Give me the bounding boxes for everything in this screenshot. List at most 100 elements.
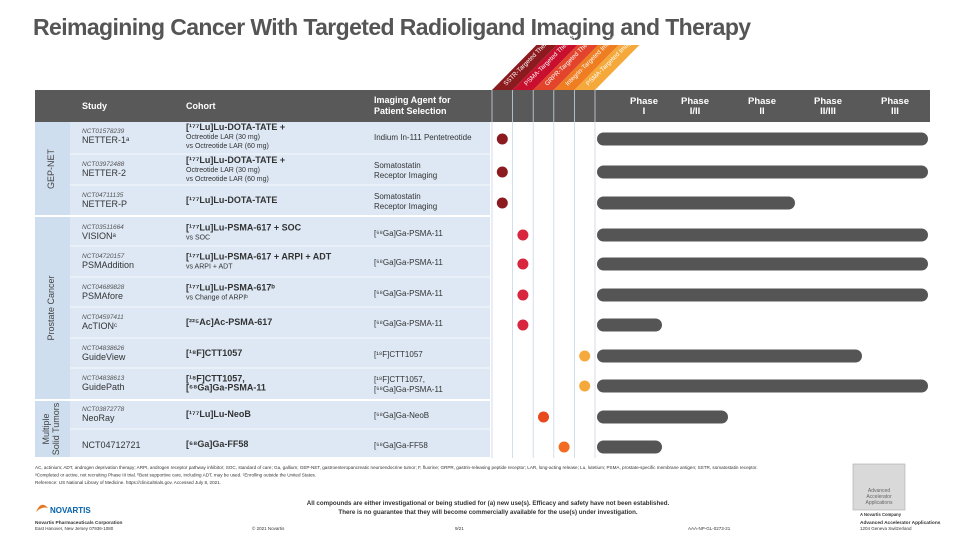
title: Reimagining Cancer With Targeted Radioli… xyxy=(33,14,751,40)
doc-code: AAA-NP-GL-0273-21 xyxy=(688,526,731,531)
nct-id: NCT04597411 xyxy=(82,314,124,321)
imaging-agent: [⁶⁸Ga]Ga-PSMA-11 xyxy=(374,385,443,394)
group-label: Prostate Cancer xyxy=(46,275,56,340)
phase-label: I xyxy=(643,106,646,117)
phase-bar xyxy=(597,165,928,179)
copyright: © 2021 Novartis xyxy=(252,525,285,531)
header-line: Patient Selection xyxy=(374,106,447,116)
column-header: Study xyxy=(82,101,107,111)
partner-logo-text: Accelerator xyxy=(866,494,892,500)
study-name: NeoRay xyxy=(82,413,115,423)
target-dot xyxy=(496,197,508,209)
phase-label: I/II xyxy=(690,106,701,117)
target-dot xyxy=(517,319,529,331)
study-name: PSMAfore xyxy=(82,291,123,301)
imaging-agent: [¹⁸F]CTT1057, xyxy=(374,375,425,384)
cohort: [¹⁷⁷Lu]Lu-PSMA-617ᵇ xyxy=(186,283,275,293)
study-name: GuideView xyxy=(82,352,126,362)
imaging-agent: [⁶⁸Ga]Ga-PSMA-11 xyxy=(374,289,443,298)
cohort: vs Change of ARPIᵇ xyxy=(186,295,248,302)
cohort: [¹⁷⁷Lu]Lu-DOTA-TATE + xyxy=(186,155,285,165)
phase-bar xyxy=(597,379,928,393)
cohort: [¹⁸F]CTT1057 xyxy=(186,348,242,358)
cohort: [¹⁷⁷Lu]Lu-NeoB xyxy=(186,409,251,419)
target-dot xyxy=(579,380,591,392)
study-name: GuidePath xyxy=(82,382,125,392)
partner-name: Advanced Accelerator Applications xyxy=(860,520,941,526)
phase-bar xyxy=(597,196,795,210)
nct-id: NCT03972488 xyxy=(82,161,125,168)
cohort: [¹⁷⁷Lu]Lu-DOTA-TATE xyxy=(186,195,277,205)
target-dot xyxy=(517,229,529,241)
cohort: [²²⁵Ac]Ac-PSMA-617 xyxy=(186,317,272,327)
phase-label: Phase xyxy=(881,96,909,107)
phase-label: III xyxy=(891,106,899,117)
nct-id: NCT04838613 xyxy=(82,375,125,382)
nct-id: NCT04711135 xyxy=(82,192,124,199)
cohort: [⁶⁸Ga]Ga-FF58 xyxy=(186,439,248,449)
footnote: AC, actinium; ADT, androgen deprivation … xyxy=(35,465,758,470)
cohort: vs SOC xyxy=(186,235,210,242)
phase-label: Phase xyxy=(630,96,658,107)
target-dot xyxy=(517,258,529,270)
nct-id: NCT04689828 xyxy=(82,284,125,291)
target-header xyxy=(492,45,557,90)
imaging-agent: [¹⁸F]CTT1057 xyxy=(374,350,423,359)
phase-label: II/III xyxy=(820,106,836,117)
study-name: PSMAddition xyxy=(82,260,134,270)
phase-bar xyxy=(597,132,928,146)
disclaimer: There is no guarantee that they will bec… xyxy=(338,509,637,516)
cohort: vs ARPI + ADT xyxy=(186,264,233,271)
company-address: East Hanover, New Jersey 07936-1080 xyxy=(35,526,114,531)
group-label: Solid Tumors xyxy=(51,402,61,455)
target-dot xyxy=(558,441,570,453)
partner-logo-text: Applications xyxy=(866,500,893,506)
novartis-logo xyxy=(36,504,48,512)
study-name: NETTER-2 xyxy=(82,168,126,178)
target-dot xyxy=(538,411,549,423)
footnote: Reference: US National Library of Medici… xyxy=(35,480,221,485)
group-label: GEP-NET xyxy=(46,149,56,190)
phase-label: II xyxy=(759,106,764,117)
nct-id: NCT04838626 xyxy=(82,345,125,352)
target-dot xyxy=(517,289,529,301)
cohort: vs Octreotide LAR (60 mg) xyxy=(186,176,269,183)
cohort: [⁶⁸Ga]Ga-PSMA-11 xyxy=(186,383,266,393)
column-header: Imaging Agent for Patient Selection xyxy=(374,95,451,116)
target-dot xyxy=(496,166,508,178)
partner-logo-text: Advanced xyxy=(868,488,890,494)
imaging-agent: [⁶⁸Ga]Ga-NeoB xyxy=(374,411,429,420)
date: 9/21 xyxy=(455,526,464,531)
study-name: NETTER-1ᵃ xyxy=(82,135,130,145)
imaging-agent: [⁶⁸Ga]Ga-PSMA-11 xyxy=(374,258,443,267)
phase-label: Phase xyxy=(681,96,709,107)
phase-bar xyxy=(597,228,928,242)
imaging-agent: [⁶⁸Ga]Ga-PSMA-11 xyxy=(374,229,443,238)
cohort: Octreotide LAR (30 mg) xyxy=(186,134,260,141)
phase-bar xyxy=(597,288,928,302)
imaging-agent: [⁶⁸Ga]Ga-PSMA-11 xyxy=(374,319,443,328)
cohort: vs Octreotide LAR (60 mg) xyxy=(186,143,269,150)
cohort: Octreotide LAR (30 mg) xyxy=(186,167,260,174)
table-body xyxy=(35,122,490,458)
header-line: Imaging Agent for xyxy=(374,95,451,105)
target-header xyxy=(574,45,640,90)
group-label: Multiple xyxy=(41,413,51,444)
footnote: ᵃCompleted or active, not recruiting Pha… xyxy=(35,473,316,478)
partner-tagline: A Novartis Company xyxy=(860,512,902,517)
partner-address: 1204 Geneva Switzerland xyxy=(860,526,912,531)
nct-id: NCT01578239 xyxy=(82,128,125,135)
cohort: [¹⁸F]CTT1057, xyxy=(186,374,245,384)
target-header xyxy=(512,45,578,90)
phase-bar xyxy=(597,349,862,363)
nct-id: NCT03511664 xyxy=(82,224,124,231)
cohort: [¹⁷⁷Lu]Lu-DOTA-TATE + xyxy=(186,122,285,132)
column-header: Cohort xyxy=(186,101,216,111)
target-header xyxy=(553,45,619,90)
imaging-agent: Somatostatin xyxy=(374,161,421,170)
phase-label: Phase xyxy=(814,96,842,107)
study-name: VISIONᵃ xyxy=(82,231,117,241)
imaging-agent: Receptor Imaging xyxy=(374,171,437,180)
